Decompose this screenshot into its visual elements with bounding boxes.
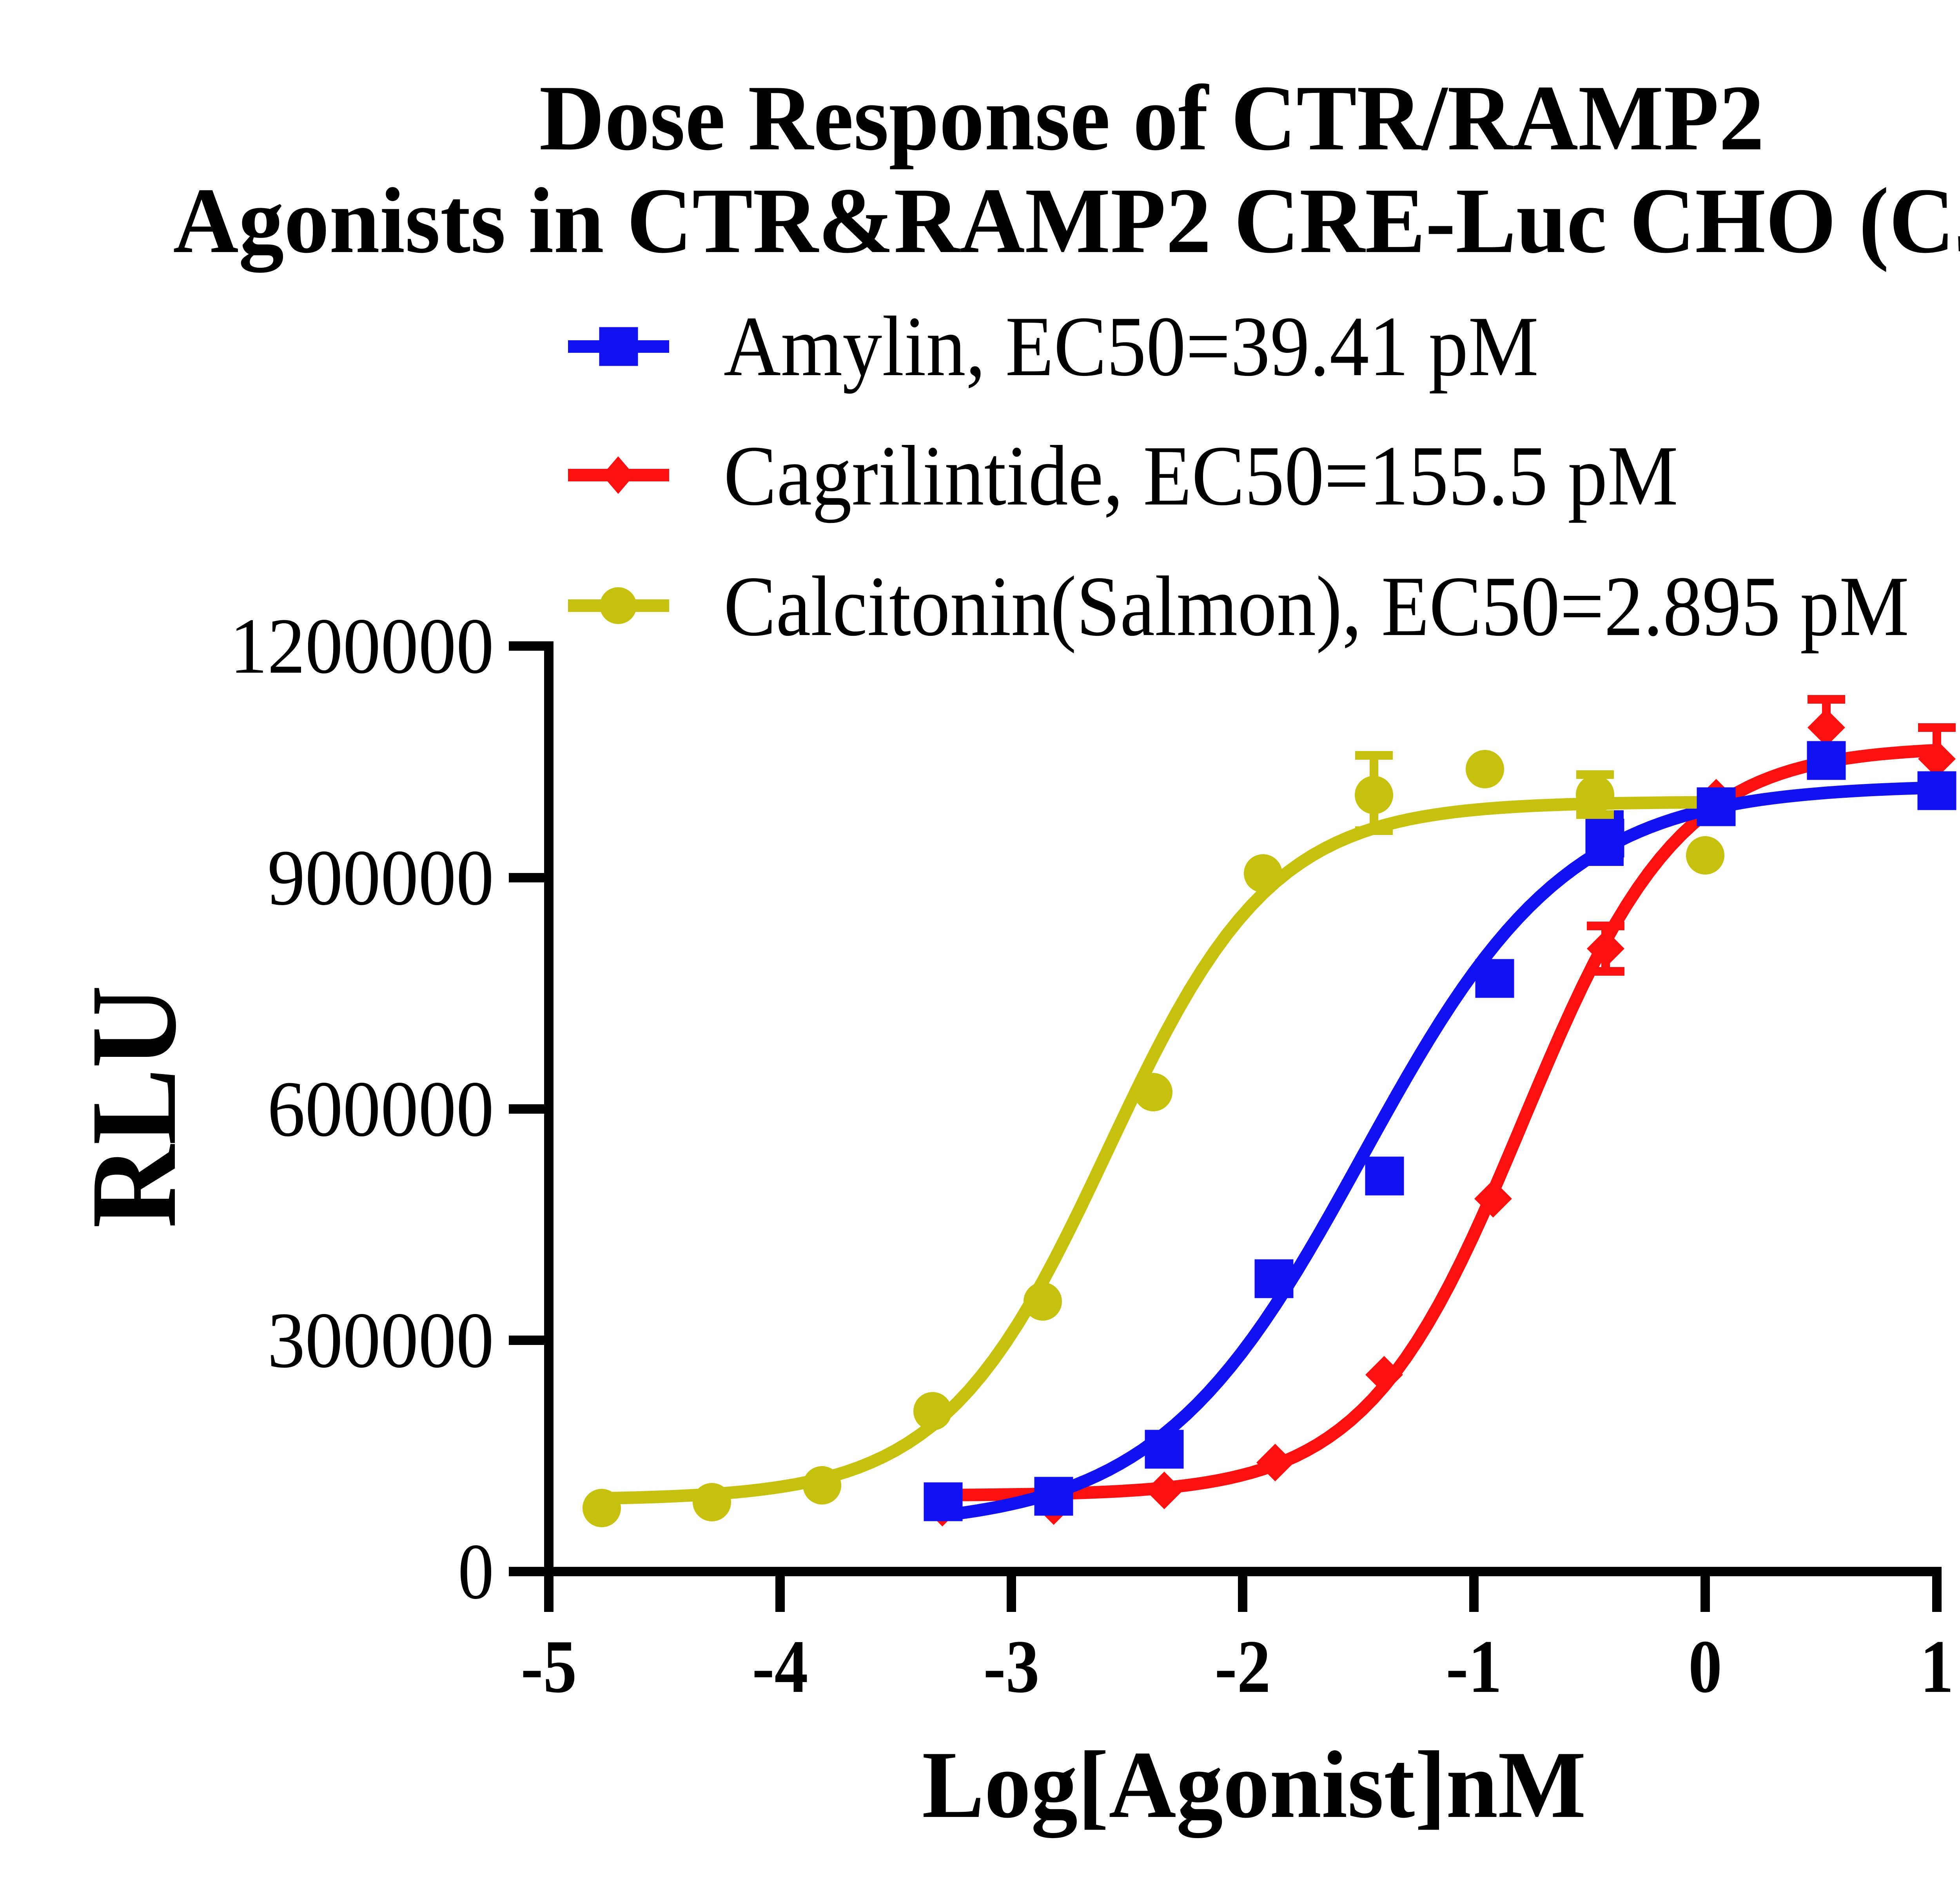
svg-text:Agonists in CTR&RAMP2 CRE-Luc: Agonists in CTR&RAMP2 CRE-Luc CHO (C53) bbox=[173, 169, 1960, 273]
svg-text:Calcitonin(Salmon), EC50=2.89: Calcitonin(Salmon), EC50=2.895 pM bbox=[724, 559, 1909, 654]
svg-text:-5: -5 bbox=[521, 1624, 577, 1708]
svg-text:0: 0 bbox=[458, 1527, 494, 1615]
svg-text:1: 1 bbox=[1920, 1624, 1954, 1708]
svg-text:1200000: 1200000 bbox=[230, 602, 494, 690]
svg-text:-2: -2 bbox=[1215, 1624, 1271, 1708]
svg-text:Log[Agonist]nM: Log[Agonist]nM bbox=[922, 1731, 1586, 1838]
svg-text:900000: 900000 bbox=[267, 833, 494, 922]
svg-text:-1: -1 bbox=[1446, 1624, 1502, 1708]
svg-text:-4: -4 bbox=[752, 1624, 808, 1708]
svg-text:-3: -3 bbox=[984, 1624, 1040, 1708]
svg-text:RLU: RLU bbox=[65, 985, 201, 1228]
svg-text:Dose Response of CTR/RAMP2: Dose Response of CTR/RAMP2 bbox=[539, 66, 1764, 170]
svg-text:0: 0 bbox=[1688, 1624, 1722, 1708]
svg-text:Cagrilintide, EC50=155.5 pM: Cagrilintide, EC50=155.5 pM bbox=[724, 428, 1678, 523]
svg-text:600000: 600000 bbox=[267, 1065, 494, 1153]
svg-text:300000: 300000 bbox=[267, 1296, 494, 1384]
svg-text:Amylin, EC50=39.41 pM: Amylin, EC50=39.41 pM bbox=[724, 299, 1539, 394]
